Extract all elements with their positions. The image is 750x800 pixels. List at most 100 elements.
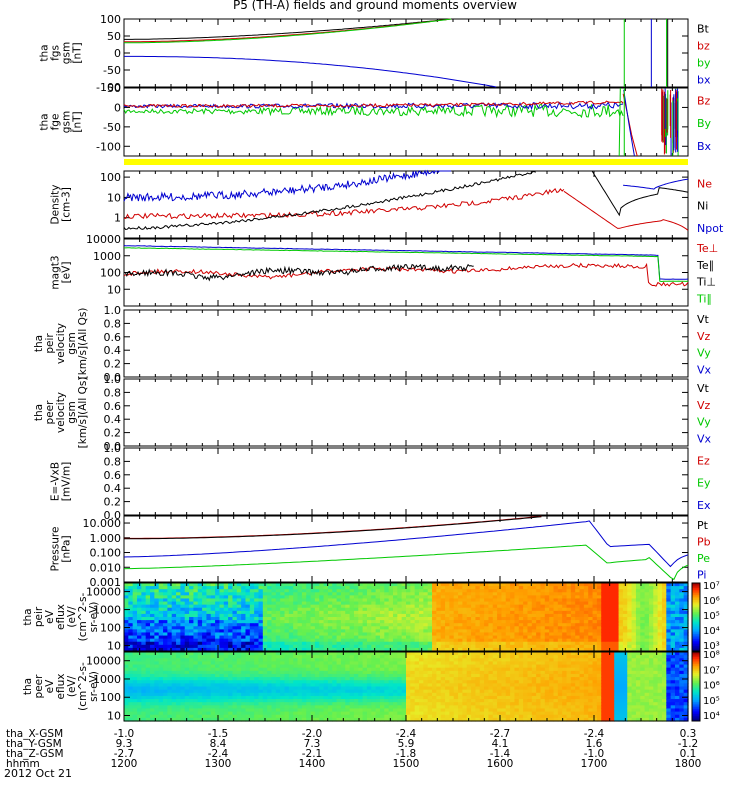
spectrogram-cell bbox=[505, 617, 511, 621]
spectrogram-cell bbox=[254, 658, 260, 663]
spectrogram-cell bbox=[284, 717, 290, 722]
spectrogram-cell bbox=[267, 692, 273, 697]
spectrogram-cell bbox=[423, 629, 429, 634]
spectrogram-cell bbox=[228, 635, 234, 640]
spectrogram-cell bbox=[223, 711, 229, 716]
spectrogram-cell bbox=[488, 607, 494, 612]
spectrogram-cell bbox=[310, 702, 316, 706]
spectrogram-cell bbox=[540, 610, 546, 615]
spectrogram-cell bbox=[293, 592, 299, 596]
spectrogram-cell bbox=[223, 686, 229, 691]
spectrogram-cell bbox=[657, 598, 663, 603]
spectrogram-cell bbox=[245, 717, 251, 722]
spectrogram-cell bbox=[419, 592, 424, 596]
spectrogram-cell bbox=[275, 711, 281, 716]
spectrogram-cell bbox=[553, 641, 559, 646]
spectrogram-cell bbox=[475, 632, 481, 637]
spectrogram-cell bbox=[653, 601, 659, 606]
spectrogram-cell bbox=[319, 629, 325, 634]
spectrogram-cell bbox=[505, 586, 511, 590]
spectrogram-cell bbox=[332, 677, 338, 681]
spectrogram-cell bbox=[306, 610, 312, 615]
spectrogram-cell bbox=[588, 629, 594, 634]
spectrogram-cell bbox=[484, 598, 490, 603]
spectrogram-cell bbox=[549, 638, 555, 643]
spectrogram-cell bbox=[323, 638, 329, 643]
spectrogram-cell bbox=[301, 613, 307, 618]
spectrogram-cell bbox=[449, 620, 455, 624]
spectrogram-cell bbox=[254, 620, 260, 624]
spectrogram-cell bbox=[310, 595, 316, 600]
spectrogram-cell bbox=[284, 658, 290, 663]
spectrogram-cell bbox=[154, 699, 160, 703]
spectrogram-cell bbox=[301, 692, 307, 697]
spectrogram-cell bbox=[549, 610, 555, 615]
spectrogram-cell bbox=[588, 623, 594, 627]
spectrogram-cell bbox=[254, 592, 260, 596]
spectrogram-cell bbox=[301, 598, 307, 603]
spectrogram-cell bbox=[180, 620, 186, 624]
y-tick-label: 0.6 bbox=[104, 400, 122, 413]
spectrogram-cell bbox=[627, 638, 633, 643]
spectrogram-cell bbox=[284, 711, 290, 716]
spectrogram-cell bbox=[280, 717, 286, 722]
spectrogram-cell bbox=[419, 610, 424, 615]
spectrogram-cell bbox=[601, 589, 607, 593]
spectrogram-cell bbox=[236, 598, 242, 603]
spectrogram-cell bbox=[471, 623, 477, 627]
spectrogram-cell bbox=[570, 610, 576, 615]
spectrogram-cell bbox=[293, 667, 299, 672]
spectrogram-cell bbox=[132, 595, 138, 600]
spectrogram-cell bbox=[310, 658, 316, 663]
spectrogram-cell bbox=[288, 686, 294, 691]
spectrogram-cell bbox=[154, 683, 160, 688]
spectrogram-cell bbox=[353, 635, 359, 640]
spectrogram-cell bbox=[241, 699, 247, 703]
spectrogram-cell bbox=[262, 613, 268, 618]
spectrogram-cell bbox=[588, 583, 594, 587]
spectrogram-cell bbox=[644, 644, 650, 649]
series-by bbox=[123, 103, 624, 119]
spectrogram-cell bbox=[219, 610, 225, 615]
spectrogram-cell bbox=[362, 598, 368, 603]
spectrogram-cell bbox=[488, 632, 494, 637]
spectrogram-cell bbox=[631, 595, 637, 600]
spectrogram-cell bbox=[544, 601, 550, 606]
spectrogram-cell bbox=[557, 626, 563, 630]
spectrogram-cell bbox=[267, 705, 273, 710]
spectrogram-cell bbox=[557, 604, 563, 609]
spectrogram-cell bbox=[280, 592, 286, 596]
spectrogram-cell bbox=[518, 635, 524, 640]
spectrogram-cell bbox=[310, 583, 316, 587]
spectrogram-cell bbox=[171, 635, 177, 640]
y-tick-label: 0.001 bbox=[90, 576, 122, 589]
spectrogram-cell bbox=[271, 604, 277, 609]
spectrogram-cell bbox=[141, 670, 147, 675]
spectrogram-cell bbox=[340, 601, 346, 606]
spectrogram-cell bbox=[193, 635, 199, 640]
y-tick-label: -50 bbox=[103, 64, 121, 77]
spectrogram-cell bbox=[375, 604, 381, 609]
spectrogram-cell bbox=[375, 623, 381, 627]
spectrogram-cell bbox=[314, 661, 320, 666]
spectrogram-cell bbox=[479, 607, 485, 612]
spectrogram-cell bbox=[150, 652, 155, 656]
spectrogram-cell bbox=[232, 638, 238, 643]
spectrogram-cell bbox=[141, 689, 147, 694]
spectrogram-cell bbox=[462, 635, 468, 640]
spectrogram-cell bbox=[544, 595, 550, 600]
spectrogram-cell bbox=[566, 607, 572, 612]
spectrogram-cell bbox=[137, 705, 142, 710]
spectrogram-cell bbox=[215, 673, 221, 678]
spectrogram-cell bbox=[132, 629, 138, 634]
spectrogram-cell bbox=[536, 644, 542, 649]
spectrogram-cell bbox=[640, 589, 646, 593]
spectrogram-cell bbox=[423, 620, 429, 624]
spectrogram-cell bbox=[132, 658, 138, 663]
spectrogram-cell bbox=[258, 711, 264, 716]
spectrogram-cell bbox=[453, 598, 459, 603]
spectrogram-cell bbox=[171, 607, 177, 612]
spectrogram-cell bbox=[132, 680, 138, 684]
spectrogram-cell bbox=[445, 623, 450, 627]
